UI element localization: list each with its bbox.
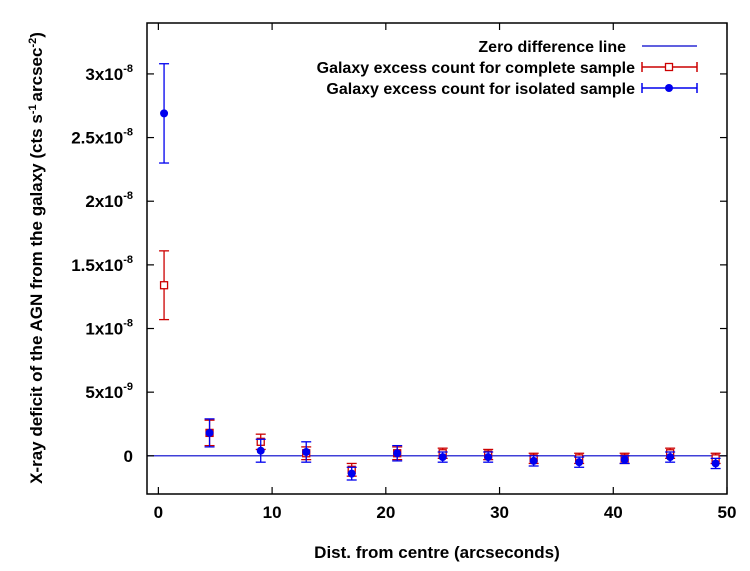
y-axis-title-mid: arcsec: [27, 48, 46, 102]
y-axis-title: X-ray deficit of the AGN from the galaxy…: [27, 32, 46, 484]
y-tick-mantissa: 1x10: [85, 320, 123, 339]
y-axis-title-end: ): [27, 32, 46, 38]
data-point-circle: [711, 459, 720, 468]
y-tick-label: 3x10-8: [85, 63, 133, 84]
legend-swatch-isolated-marker: [665, 84, 673, 92]
data-point-circle: [205, 428, 214, 437]
x-tick-label: 30: [490, 503, 509, 522]
x-axis-title: Dist. from centre (arcseconds): [314, 543, 560, 562]
y-tick-label: 1.5x10-8: [71, 254, 133, 275]
data-point-square: [159, 281, 169, 290]
x-tick-label: 10: [263, 503, 282, 522]
y-tick-label: 0: [124, 447, 133, 466]
legend-swatch-complete-marker: [664, 62, 674, 72]
y-tick-exponent: -8: [123, 254, 133, 266]
data-point-circle: [347, 469, 356, 478]
legend: Zero difference line Galaxy excess count…: [317, 39, 698, 98]
series-complete: [159, 250, 721, 477]
y-axis-title-main: X-ray deficit of the AGN from the galaxy…: [27, 114, 46, 484]
y-tick-mantissa: 2.5x10: [71, 129, 123, 148]
x-tick-label: 0: [154, 503, 163, 522]
x-tick-label: 50: [718, 503, 737, 522]
legend-label-complete-sample: Galaxy excess count for complete sample: [317, 60, 635, 77]
data-point-circle: [256, 446, 265, 455]
data-point-circle: [620, 455, 629, 464]
data-point-circle: [160, 109, 169, 118]
data-point-circle: [529, 456, 538, 465]
y-tick-mantissa: 3x10: [85, 65, 123, 84]
x-tick-label: 20: [376, 503, 395, 522]
legend-label-isolated-sample: Galaxy excess count for isolated sample: [326, 81, 635, 98]
y-tick-label: 1x10-8: [85, 318, 133, 339]
data-point-circle: [666, 453, 675, 462]
y-tick-mantissa: 0: [124, 447, 133, 466]
x-tick-label: 40: [604, 503, 623, 522]
y-tick-label: 2x10-8: [85, 190, 133, 211]
legend-entry-zero-line: Zero difference line: [478, 39, 697, 56]
y-axis-title-exp2: -2: [27, 38, 39, 48]
data-point-circle: [484, 453, 493, 462]
y-tick-exponent: -9: [123, 381, 133, 393]
y-tick-mantissa: 1.5x10: [71, 256, 123, 275]
data-point-circle: [393, 449, 402, 458]
plot-frame: [146, 22, 728, 495]
y-tick-label: 5x10-9: [85, 381, 133, 402]
legend-label-zero-line: Zero difference line: [478, 39, 626, 56]
legend-entry-isolated-sample: Galaxy excess count for isolated sample: [326, 81, 698, 98]
y-tick-mantissa: 5x10: [85, 383, 123, 402]
y-tick-exponent: -8: [123, 318, 133, 330]
data-point-circle: [302, 447, 311, 456]
data-point-circle: [575, 458, 584, 467]
legend-entry-complete-sample: Galaxy excess count for complete sample: [317, 60, 698, 77]
y-tick-label: 2.5x10-8: [71, 127, 133, 148]
plot-marks: [147, 63, 727, 481]
y-tick-mantissa: 2x10: [85, 192, 123, 211]
y-tick-exponent: -8: [123, 127, 133, 139]
series-isolated: [159, 63, 721, 481]
axis-ticks: 0 10 20 30 40 5005x10-91x10-81.5x10-82x10-82.…: [71, 23, 736, 522]
y-axis-title-exp1: -1: [27, 104, 39, 114]
data-point-circle: [438, 453, 447, 462]
y-tick-exponent: -8: [123, 190, 133, 202]
y-tick-exponent: -8: [123, 63, 133, 75]
